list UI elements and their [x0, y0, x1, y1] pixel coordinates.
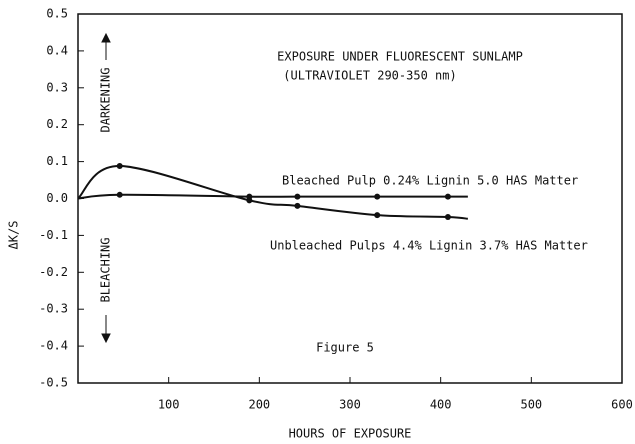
- data-point: [444, 193, 451, 200]
- data-point: [374, 212, 381, 219]
- x-tick-label: 400: [430, 398, 452, 412]
- arrow-head: [101, 32, 111, 43]
- x-tick-label: 500: [520, 398, 542, 412]
- y-tick-label: 0.5: [46, 7, 68, 21]
- x-axis-label: HOURS OF EXPOSURE: [289, 427, 412, 441]
- y-tick-label: 0.2: [46, 117, 68, 131]
- arrows: [101, 32, 111, 344]
- y-tick-label: -0.5: [39, 376, 68, 390]
- bleaching-label: BLEACHING: [99, 237, 113, 302]
- series-line: [77, 193, 468, 200]
- y-tick-label: -0.2: [39, 265, 68, 279]
- data-point: [246, 197, 253, 204]
- x-tick-label: 300: [339, 398, 361, 412]
- y-tick-label: 0.3: [46, 80, 68, 94]
- figure-label: Figure 5: [316, 341, 374, 355]
- y-axis-label: ΔK/S: [7, 221, 21, 250]
- y-tick-label: 0.0: [46, 191, 68, 205]
- data-point: [444, 213, 451, 220]
- y-tick-label: -0.3: [39, 302, 68, 316]
- x-tick-label: 200: [248, 398, 270, 412]
- darkening-label: DARKENING: [99, 67, 113, 132]
- chart-subtitle: (ULTRAVIOLET 290-350 nm): [283, 69, 456, 83]
- data-point: [294, 202, 301, 209]
- y-tick-label: 0.1: [46, 154, 68, 168]
- series-label: Bleached Pulp 0.24% Lignin 5.0 HAS Matte…: [282, 174, 578, 188]
- x-tick-label: 100: [158, 398, 180, 412]
- y-tick-label: 0.4: [46, 43, 68, 57]
- x-tick-label: 600: [611, 398, 633, 412]
- series-label: Unbleached Pulps 4.4% Lignin 3.7% HAS Ma…: [270, 239, 588, 253]
- data-point: [374, 193, 381, 200]
- y-tick-label: -0.4: [39, 339, 68, 353]
- data-point: [294, 193, 301, 200]
- arrow-head: [101, 333, 111, 344]
- data-point: [116, 191, 123, 198]
- chart-title: EXPOSURE UNDER FLUORESCENT SUNLAMP: [277, 50, 523, 64]
- data-point: [116, 163, 123, 170]
- y-tick-label: -0.1: [39, 228, 68, 242]
